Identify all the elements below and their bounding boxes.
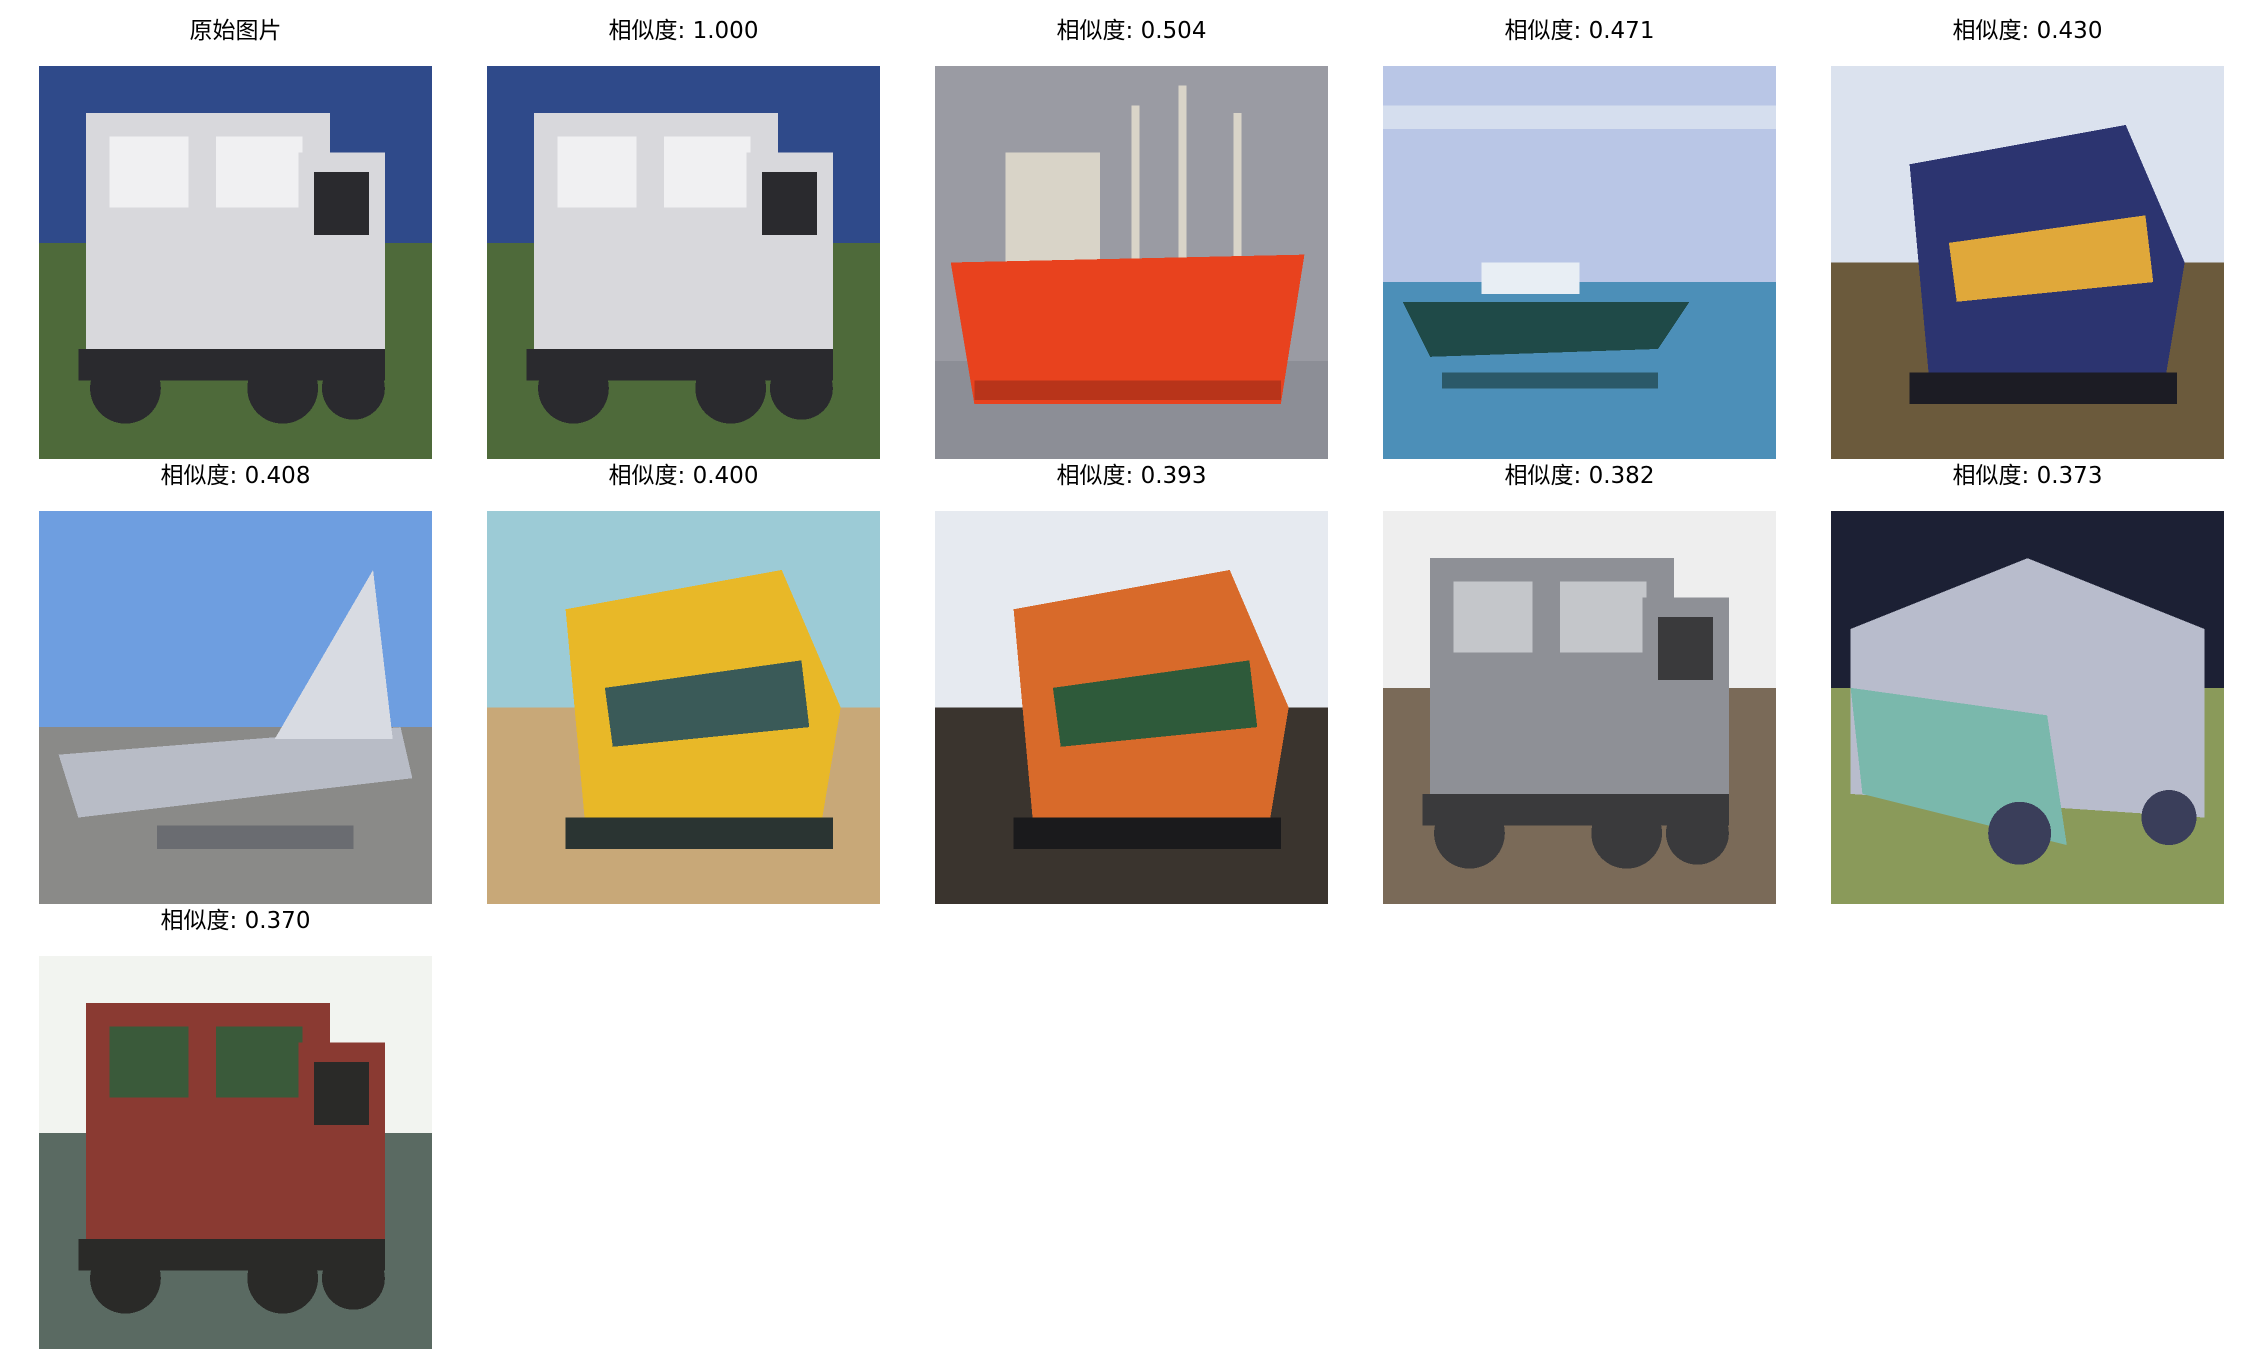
car-image [1831, 511, 2224, 904]
image-panel: 相似度: 0.373 [1831, 459, 2224, 904]
train-image [487, 511, 880, 904]
panel-title: 相似度: 0.382 [1504, 463, 1655, 489]
panel-title: 相似度: 0.504 [1056, 18, 1207, 44]
image-panel: 相似度: 0.370 [39, 904, 432, 1349]
ship-image [935, 66, 1328, 459]
image-panel: 相似度: 0.408 [39, 459, 432, 904]
truck-image [39, 66, 432, 459]
image-panel: 相似度: 1.000 [487, 14, 880, 459]
image-panel: 相似度: 0.430 [1831, 14, 2224, 459]
truck-image [1383, 511, 1776, 904]
panel-title: 相似度: 0.408 [160, 463, 311, 489]
panel-title: 相似度: 0.400 [608, 463, 759, 489]
panel-title: 原始图片 [189, 18, 282, 44]
panel-title: 相似度: 0.430 [1952, 18, 2103, 44]
image-panel: 相似度: 0.382 [1383, 459, 1776, 904]
image-panel: 原始图片 [39, 14, 432, 459]
panel-title: 相似度: 0.373 [1952, 463, 2103, 489]
panel-title: 相似度: 0.393 [1056, 463, 1207, 489]
image-panel: 相似度: 0.471 [1383, 14, 1776, 459]
train-image [935, 511, 1328, 904]
boat-image [1383, 66, 1776, 459]
image-panel: 相似度: 0.504 [935, 14, 1328, 459]
truck-image [487, 66, 880, 459]
image-panel: 相似度: 0.393 [935, 459, 1328, 904]
panel-title: 相似度: 0.471 [1504, 18, 1655, 44]
panel-title: 相似度: 1.000 [608, 18, 759, 44]
image-panel: 相似度: 0.400 [487, 459, 880, 904]
train-image [1831, 66, 2224, 459]
airplane-image [39, 511, 432, 904]
panel-title: 相似度: 0.370 [160, 908, 311, 934]
truck-image [39, 956, 432, 1349]
